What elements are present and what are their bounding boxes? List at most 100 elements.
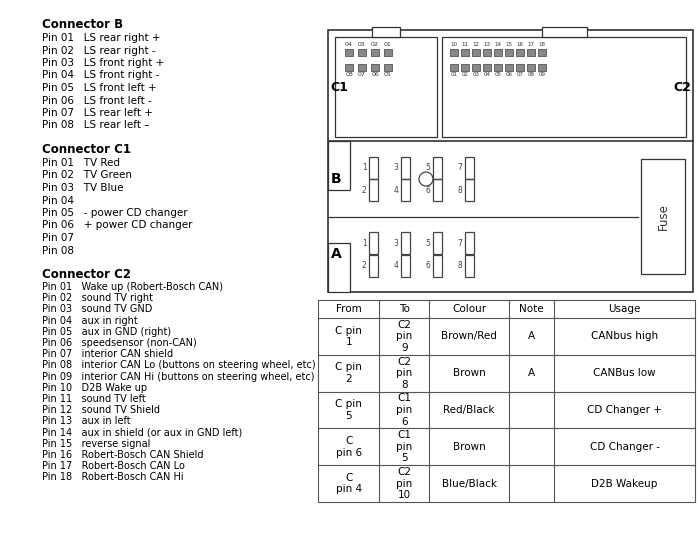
Text: Connector C1: Connector C1 [42,143,131,156]
Bar [465,232,473,254]
Text: 14: 14 [495,42,502,47]
Text: C pin
1: C pin 1 [335,326,362,347]
Text: Pin 05   LS front left +: Pin 05 LS front left + [42,83,157,93]
Text: Pin 07: Pin 07 [42,233,74,243]
Bar [371,49,379,56]
Text: 4: 4 [393,186,398,195]
Text: 16: 16 [517,42,524,47]
Text: Pin 13   aux in left: Pin 13 aux in left [42,416,131,426]
Bar [400,232,410,254]
Bar [368,232,377,254]
Bar [527,64,536,71]
Text: C pin
2: C pin 2 [335,362,362,384]
Bar [641,160,685,274]
Text: 17: 17 [528,42,535,47]
Bar [494,49,503,56]
Text: 7: 7 [458,163,463,172]
Bar [527,49,536,56]
Text: Pin 04   aux in right: Pin 04 aux in right [42,316,138,326]
Text: 1: 1 [362,239,367,248]
Bar [505,64,513,71]
Text: Pin 04: Pin 04 [42,195,74,206]
Bar [384,49,392,56]
Text: 03: 03 [473,73,480,78]
Bar [483,64,491,71]
Text: Pin 17   Robert-Bosch CAN Lo: Pin 17 Robert-Bosch CAN Lo [42,461,185,471]
Bar [400,157,410,179]
Text: 5: 5 [426,239,430,248]
Text: 1: 1 [362,163,367,172]
Text: 09: 09 [539,73,546,78]
Text: CD Changer -: CD Changer - [589,442,659,452]
Text: 8: 8 [458,186,463,195]
Bar [483,49,491,56]
Text: Pin 08   LS rear left –: Pin 08 LS rear left – [42,120,150,130]
Text: 06: 06 [371,73,379,78]
Bar [368,179,377,201]
Bar [494,64,503,71]
Bar [542,27,587,37]
Text: C2
pin
8: C2 pin 8 [396,356,412,390]
Text: A: A [528,332,535,342]
Text: Pin 10   D2B Wake up: Pin 10 D2B Wake up [42,383,147,393]
Text: 8: 8 [458,261,463,270]
Text: B: B [331,172,342,186]
Bar [465,179,473,201]
Text: C
pin 6: C pin 6 [336,436,362,458]
Text: 18: 18 [539,42,546,47]
Bar [372,27,400,37]
Text: 5: 5 [426,163,430,172]
Text: C2
pin
10: C2 pin 10 [396,467,412,500]
Text: C1
pin
5: C1 pin 5 [396,430,412,464]
Bar [465,157,473,179]
Text: 03: 03 [358,42,366,47]
Text: 3: 3 [393,163,398,172]
Text: 15: 15 [506,42,513,47]
Bar [461,64,469,71]
Text: From: From [336,304,362,314]
Bar [433,232,442,254]
Text: 3: 3 [393,239,398,248]
Bar [505,49,513,56]
Text: Pin 01   LS rear right +: Pin 01 LS rear right + [42,33,160,43]
Bar [368,157,377,179]
Bar [433,179,442,201]
Text: 08: 08 [345,73,353,78]
Text: Pin 12   sound TV Shield: Pin 12 sound TV Shield [42,405,160,415]
Bar [400,255,410,277]
Text: CANbus high: CANbus high [591,332,658,342]
Text: A: A [331,248,342,261]
Text: 02: 02 [371,42,379,47]
Text: Pin 02   sound TV right: Pin 02 sound TV right [42,293,153,303]
Text: Pin 09   interior CAN Hi (buttons on steering wheel, etc): Pin 09 interior CAN Hi (buttons on steer… [42,372,314,382]
Text: 6: 6 [426,186,430,195]
Text: Pin 16   Robert-Bosch CAN Shield: Pin 16 Robert-Bosch CAN Shield [42,450,204,460]
Text: C1
pin
6: C1 pin 6 [396,393,412,427]
Text: 4: 4 [393,261,398,270]
Text: 11: 11 [462,42,469,47]
Bar [473,49,480,56]
Bar [465,255,473,277]
Text: Pin 11   sound TV left: Pin 11 sound TV left [42,394,146,404]
Text: Connector C2: Connector C2 [42,268,131,281]
Bar [358,64,366,71]
Text: Pin 05   aux in GND (right): Pin 05 aux in GND (right) [42,327,171,337]
Text: C pin
5: C pin 5 [335,399,362,421]
Text: Pin 06   speedsensor (non-CAN): Pin 06 speedsensor (non-CAN) [42,338,197,348]
Text: Pin 04   LS front right -: Pin 04 LS front right - [42,70,160,80]
Bar [318,300,695,502]
Bar [328,141,350,190]
Bar [517,49,524,56]
Bar [433,255,442,277]
Bar [538,64,546,71]
Bar [442,37,686,138]
Text: Connector B: Connector B [42,18,123,31]
Text: 08: 08 [528,73,535,78]
Text: Blue/Black: Blue/Black [442,478,497,488]
Bar [335,37,438,138]
Text: 01: 01 [451,73,458,78]
Bar [328,30,693,292]
Bar [538,49,546,56]
Text: Pin 02   TV Green: Pin 02 TV Green [42,170,132,180]
Text: C2
pin
9: C2 pin 9 [396,320,412,353]
